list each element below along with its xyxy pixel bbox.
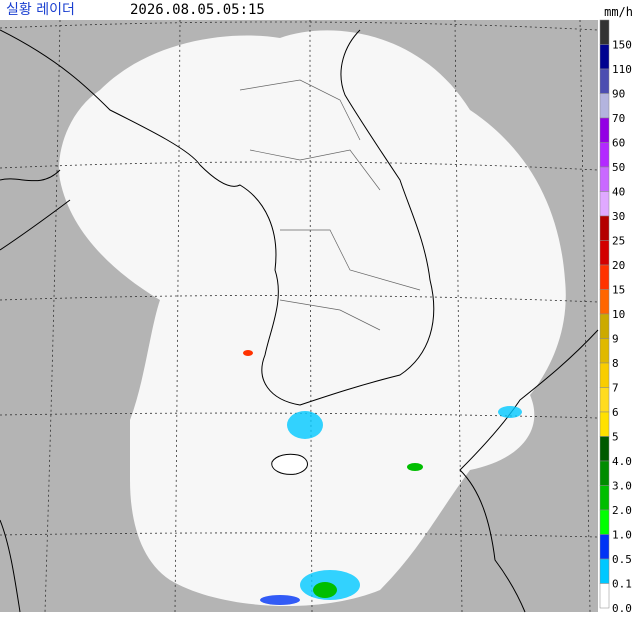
- legend-swatch: [599, 240, 610, 266]
- legend-label: 20: [612, 259, 625, 272]
- legend-label: 50: [612, 161, 625, 174]
- legend-label: 60: [612, 137, 625, 150]
- legend-swatch: [599, 215, 610, 241]
- legend-swatch: [599, 362, 610, 388]
- legend-label: 8: [612, 357, 619, 370]
- legend-label: 70: [612, 112, 625, 125]
- legend-label: 7: [612, 382, 619, 395]
- coastline: [0, 29, 599, 613]
- legend-label: 90: [612, 88, 625, 101]
- legend-swatch: [599, 460, 610, 486]
- legend-swatch: [599, 509, 610, 535]
- legend-swatch: [599, 485, 610, 511]
- legend-swatch: [599, 387, 610, 413]
- timestamp: 2026.08.05.05:15: [130, 2, 265, 18]
- legend-swatch: [599, 411, 610, 437]
- legend-label: 1.0: [612, 529, 632, 542]
- legend-label: 6: [612, 406, 619, 419]
- legend-swatch: [599, 166, 610, 192]
- legend: 150 110 90 70 60 50 40 30 25 20 15 10 9 8 7 6 5 4.0 3.0 2.0…: [599, 19, 632, 615]
- legend-label: 0.1: [612, 578, 632, 591]
- legend-swatch: [599, 583, 610, 609]
- legend-label: 150: [612, 39, 632, 52]
- legend-swatch: [599, 142, 610, 168]
- legend-label: 30: [612, 210, 625, 223]
- echoes: [243, 350, 522, 605]
- legend-label: 2.0: [612, 504, 632, 517]
- legend-label: 10: [612, 308, 625, 321]
- legend-label: 15: [612, 284, 625, 297]
- legend-label: 25: [612, 235, 625, 248]
- legend-swatch: [599, 313, 610, 339]
- legend-label: 110: [612, 63, 632, 76]
- legend-swatch: [599, 93, 610, 119]
- legend-swatch: [599, 117, 610, 143]
- graticule: [0, 19, 599, 613]
- legend-swatch: [599, 191, 610, 217]
- radar-coverage: [59, 30, 566, 607]
- legend-swatch: [599, 338, 610, 364]
- legend-swatch: [599, 68, 610, 94]
- unit: mm/h: [604, 5, 633, 19]
- legend-label: 3.0: [612, 480, 632, 493]
- legend-label: 0.5: [612, 553, 632, 566]
- legend-label: 9: [612, 333, 619, 346]
- legend-label: 40: [612, 186, 625, 199]
- title: 실황 레이더: [6, 2, 75, 18]
- legend-swatch: [599, 436, 610, 462]
- legend-label: 4.0: [612, 455, 632, 468]
- legend-swatch: [599, 558, 610, 584]
- legend-swatch: [599, 289, 610, 315]
- legend-label: 5: [612, 431, 619, 444]
- legend-swatch: [599, 264, 610, 290]
- map: [0, 19, 599, 613]
- legend-label: 0.0: [612, 602, 632, 615]
- legend-swatch: [599, 44, 610, 70]
- legend-swatch: [599, 534, 610, 560]
- boundaries: [239, 79, 421, 331]
- legend-swatch: [599, 19, 610, 45]
